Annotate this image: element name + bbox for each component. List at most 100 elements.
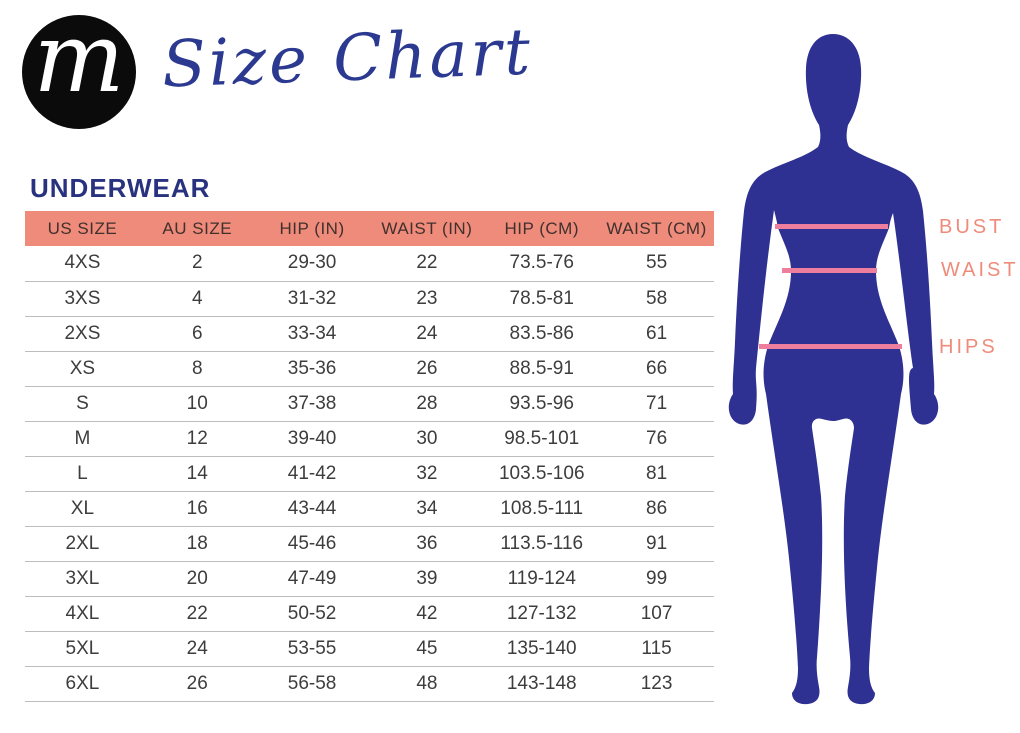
hips-line: [759, 344, 902, 349]
brand-logo: m: [22, 15, 136, 129]
section-title: UNDERWEAR: [30, 173, 211, 203]
table-row: M 12 39-40 30 98.5-101 76: [25, 421, 714, 457]
table-row: 4XL 22 50-52 42 127-132 107: [25, 596, 714, 632]
size-cell: 83.5-86: [484, 316, 600, 352]
table-row: 6XL 26 56-58 48 143-148 123: [25, 666, 714, 702]
size-cell: 24: [369, 316, 485, 352]
table-row: 5XL 24 53-55 45 135-140 115: [25, 631, 714, 667]
size-cell: 119-124: [484, 561, 600, 597]
size-cell: S: [25, 386, 140, 422]
size-cell: 58: [599, 281, 714, 317]
size-cell: 66: [599, 351, 714, 387]
table-row: S 10 37-38 28 93.5-96 71: [25, 386, 714, 422]
bust-line: [775, 224, 888, 229]
size-cell: 23: [369, 281, 485, 317]
table-row: 2XL 18 45-46 36 113.5-116 91: [25, 526, 714, 562]
size-cell: 81: [599, 456, 714, 492]
size-cell: 86: [599, 491, 714, 527]
size-cell: 8: [139, 351, 255, 387]
size-cell: 18: [139, 526, 255, 562]
size-cell: 113.5-116: [484, 526, 600, 562]
size-cell: 56-58: [254, 666, 370, 702]
size-cell: 91: [599, 526, 714, 562]
size-cell: 3XL: [25, 561, 140, 597]
size-cell: 98.5-101: [484, 421, 600, 457]
brand-logo-letter: m: [33, 15, 125, 114]
header-waist-cm: WAIST (CM): [599, 211, 714, 246]
size-cell: 53-55: [254, 631, 370, 667]
size-table-body: 4XS 2 29-30 22 73.5-76 55 3XS 4 31-32 23 78.5-81 58…: [25, 246, 714, 702]
size-cell: 2XS: [25, 316, 140, 352]
size-table-head: US SIZE AU SIZE HIP (IN) WAIST (IN) HIP …: [25, 211, 714, 246]
size-cell: 22: [369, 246, 485, 282]
size-cell: 5XL: [25, 631, 140, 667]
bust-label: BUST: [939, 216, 1005, 238]
size-cell: 36: [369, 526, 485, 562]
hips-label: HIPS: [939, 336, 998, 358]
size-cell: 71: [599, 386, 714, 422]
table-row: 3XS 4 31-32 23 78.5-81 58: [25, 281, 714, 317]
size-cell: 28: [369, 386, 485, 422]
size-cell: 50-52: [254, 596, 370, 632]
size-cell: 34: [369, 491, 485, 527]
size-cell: 93.5-96: [484, 386, 600, 422]
size-cell: 20: [139, 561, 255, 597]
size-cell: 4XL: [25, 596, 140, 632]
size-cell: 123: [599, 666, 714, 702]
table-row: XL 16 43-44 34 108.5-111 86: [25, 491, 714, 527]
size-cell: 103.5-106: [484, 456, 600, 492]
size-cell: 31-32: [254, 281, 370, 317]
size-cell: 48: [369, 666, 485, 702]
page-title: Size Chart: [160, 15, 535, 103]
size-cell: 4XS: [25, 246, 140, 282]
table-row: 4XS 2 29-30 22 73.5-76 55: [25, 246, 714, 282]
table-row: XS 8 35-36 26 88.5-91 66: [25, 351, 714, 387]
size-cell: 12: [139, 421, 255, 457]
size-cell: XS: [25, 351, 140, 387]
size-cell: 39-40: [254, 421, 370, 457]
size-cell: 88.5-91: [484, 351, 600, 387]
size-cell: 22: [139, 596, 255, 632]
size-cell: 16: [139, 491, 255, 527]
waist-label: WAIST: [941, 259, 1019, 281]
size-cell: 2: [139, 246, 255, 282]
size-cell: 29-30: [254, 246, 370, 282]
size-cell: 61: [599, 316, 714, 352]
size-cell: 24: [139, 631, 255, 667]
table-row: L 14 41-42 32 103.5-106 81: [25, 456, 714, 492]
size-cell: 6XL: [25, 666, 140, 702]
size-cell: 14: [139, 456, 255, 492]
size-cell: 135-140: [484, 631, 600, 667]
size-cell: 39: [369, 561, 485, 597]
size-cell: 3XS: [25, 281, 140, 317]
size-cell: 47-49: [254, 561, 370, 597]
header-hip-in: HIP (IN): [254, 211, 370, 246]
size-cell: 43-44: [254, 491, 370, 527]
size-cell: 78.5-81: [484, 281, 600, 317]
size-cell: 55: [599, 246, 714, 282]
size-cell: 33-34: [254, 316, 370, 352]
size-cell: 30: [369, 421, 485, 457]
size-cell: 76: [599, 421, 714, 457]
size-cell: 127-132: [484, 596, 600, 632]
size-cell: 35-36: [254, 351, 370, 387]
size-cell: 115: [599, 631, 714, 667]
size-cell: 108.5-111: [484, 491, 600, 527]
size-cell: 26: [139, 666, 255, 702]
size-cell: L: [25, 456, 140, 492]
size-cell: 26: [369, 351, 485, 387]
size-table-header-row: US SIZE AU SIZE HIP (IN) WAIST (IN) HIP …: [25, 211, 714, 246]
size-cell: 107: [599, 596, 714, 632]
size-cell: 99: [599, 561, 714, 597]
size-cell: 37-38: [254, 386, 370, 422]
header-hip-cm: HIP (CM): [484, 211, 600, 246]
size-table: US SIZE AU SIZE HIP (IN) WAIST (IN) HIP …: [25, 211, 714, 702]
table-row: 2XS 6 33-34 24 83.5-86 61: [25, 316, 714, 352]
waist-line: [782, 268, 877, 273]
body-silhouette: [728, 34, 939, 705]
header-us-size: US SIZE: [25, 211, 140, 246]
size-cell: 45: [369, 631, 485, 667]
header-waist-in: WAIST (IN): [369, 211, 485, 246]
body-silhouette-figure: [728, 34, 939, 705]
